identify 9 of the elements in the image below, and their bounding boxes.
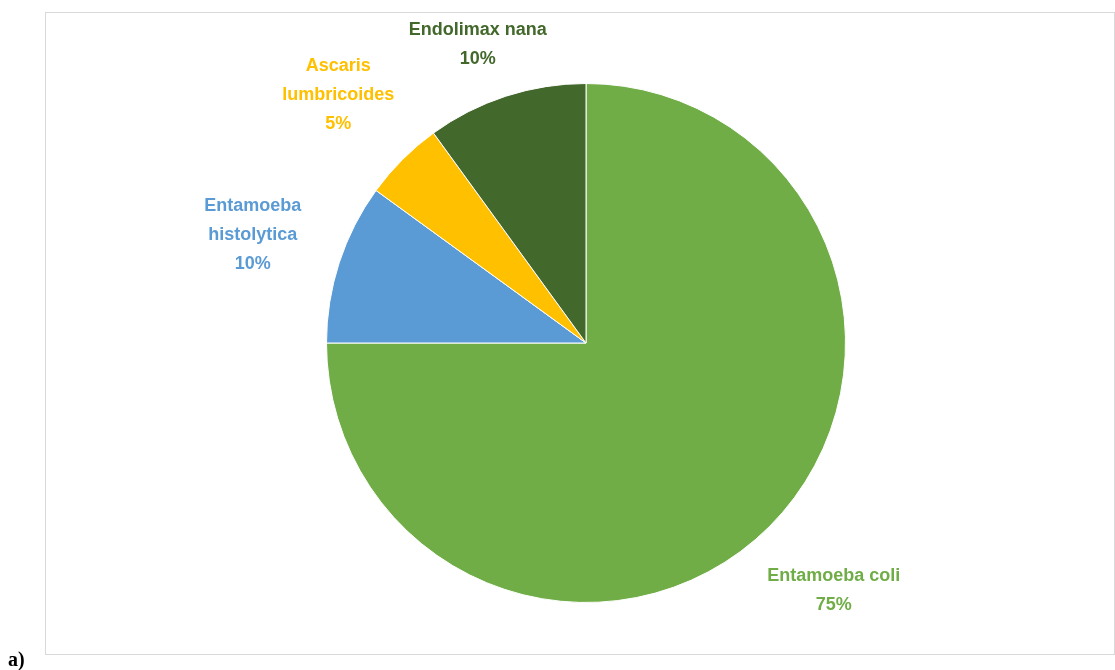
- slice-label: Endolimax nana: [408, 18, 548, 39]
- slice-label: Entamoeba coli: [767, 565, 901, 586]
- text: a): [8, 648, 25, 670]
- data-label: 5%: [325, 113, 352, 134]
- data-label: 10%: [459, 47, 496, 68]
- data-label: 10%: [234, 252, 271, 273]
- slice-label: Entamoeba histolytica: [204, 194, 303, 244]
- slice-label: Ascaris lumbricoides: [282, 55, 395, 105]
- data-label: 75%: [815, 594, 852, 615]
